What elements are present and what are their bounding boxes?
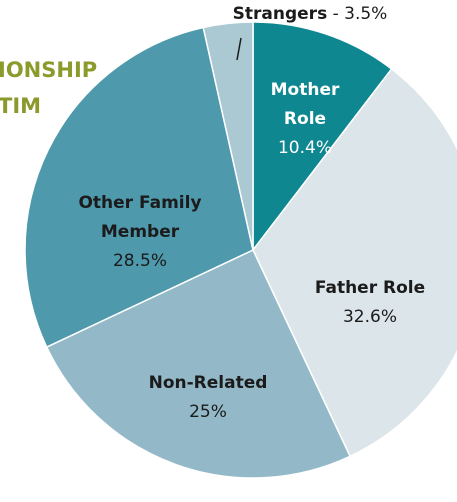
outside-label: Strangers - 3.5% — [233, 4, 388, 24]
slice-label: Non-Related 25% — [128, 369, 288, 427]
label-separator: - — [332, 4, 339, 24]
slice-percent: 10.4% — [277, 138, 332, 158]
title-fragment: TIM — [0, 94, 42, 118]
slice-name: Mother Role — [270, 80, 340, 129]
pie-slice — [45, 249, 352, 479]
pie-slice — [252, 21, 393, 253]
slice-percent: 28.5% — [112, 251, 167, 271]
slice-label: Other Family Member 28.5% — [60, 189, 220, 276]
slice-label: Father Role 32.6% — [290, 274, 450, 332]
title-fragment: IONSHIP — [0, 58, 98, 82]
slice-percent: 25% — [189, 402, 227, 422]
slice-name: Father Role — [314, 278, 426, 298]
slice-percent: 3.5% — [344, 4, 388, 24]
slice-name: Strangers — [232, 4, 328, 24]
slice-label: Mother Role 10.4% — [255, 76, 355, 163]
pie-slice — [202, 21, 254, 251]
pie-slice — [24, 26, 254, 349]
slice-name: Non-Related — [148, 373, 268, 393]
leader-line — [236, 37, 242, 61]
slice-name: Other Family Member — [78, 193, 202, 242]
slice-percent: 32.6% — [342, 307, 397, 327]
pie-slice — [252, 67, 457, 458]
